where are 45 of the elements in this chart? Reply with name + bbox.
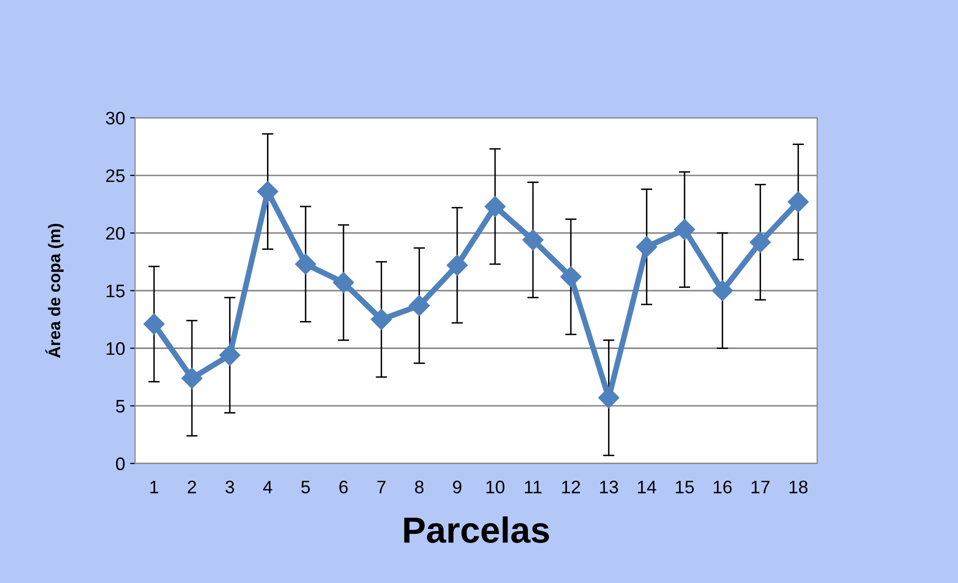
- point: [636, 236, 658, 258]
- point: [219, 344, 240, 366]
- y-tick-label: 5: [116, 400, 125, 413]
- point: [181, 368, 202, 389]
- x-tick-label: 14: [638, 480, 656, 494]
- point: [257, 181, 278, 202]
- point: [446, 254, 468, 276]
- point: [560, 266, 582, 288]
- x-tick-label: 15: [676, 480, 694, 494]
- x-tick-label: 13: [600, 480, 618, 494]
- point: [144, 314, 165, 335]
- x-tick-label: 16: [714, 480, 732, 494]
- x-tick-label: 6: [339, 480, 348, 494]
- x-tick-label: 9: [453, 480, 462, 494]
- y-tick-label: 25: [106, 169, 125, 182]
- x-tick-label: 7: [377, 480, 386, 494]
- point: [370, 308, 392, 330]
- x-tick-label: 4: [263, 480, 272, 494]
- point: [674, 219, 696, 240]
- y-axis-title: Área de copa (m): [45, 224, 64, 358]
- x-tick-label: 1: [150, 480, 158, 494]
- x-tick-label: 2: [188, 480, 196, 494]
- point: [750, 232, 771, 253]
- point: [295, 254, 316, 275]
- x-tick-label: 10: [486, 480, 504, 494]
- x-tick-label: 18: [790, 480, 808, 494]
- point: [522, 229, 544, 250]
- y-tick-label: 10: [106, 342, 125, 355]
- point: [598, 387, 620, 408]
- y-tick-label: 20: [106, 226, 125, 240]
- point: [408, 295, 430, 316]
- x-tick-label: 3: [225, 480, 234, 494]
- y-tick-label: 30: [106, 112, 125, 124]
- x-tick-label: 12: [562, 480, 580, 494]
- y-tick-label: 15: [106, 284, 125, 298]
- x-axis-title: Parcelas: [404, 516, 549, 543]
- point: [484, 196, 506, 218]
- point: [332, 272, 354, 294]
- point: [712, 280, 733, 302]
- x-tick-label: 8: [415, 480, 424, 494]
- x-tick-label: 5: [301, 480, 310, 494]
- x-tick-label: 11: [524, 480, 542, 494]
- point: [788, 191, 809, 212]
- x-tick-label: 17: [752, 480, 770, 494]
- y-tick-label: 0: [116, 457, 125, 470]
